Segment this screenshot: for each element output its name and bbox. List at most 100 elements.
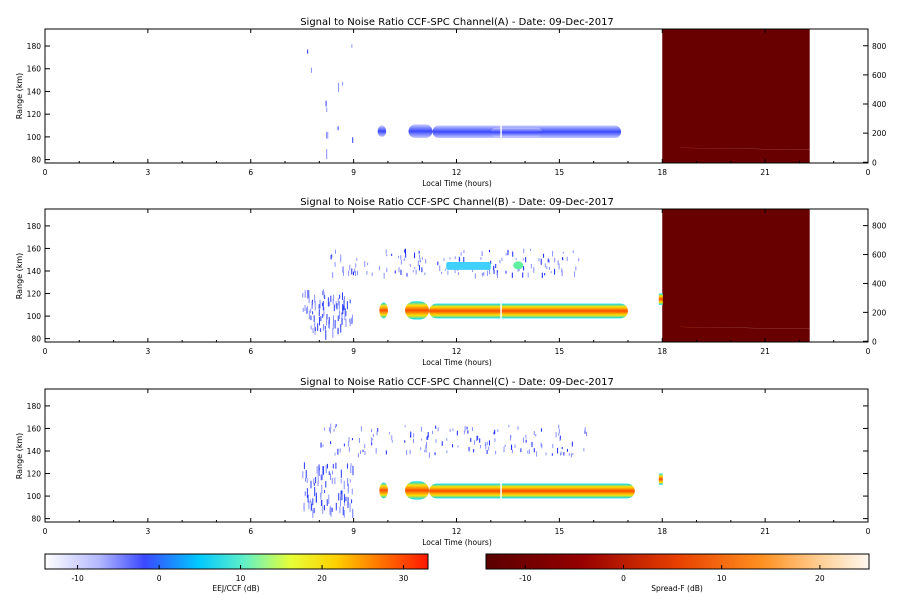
panel-c-upper-echo xyxy=(348,440,350,447)
panel-b-scatter-echo xyxy=(340,324,342,333)
panel-b-scatter-echo xyxy=(310,315,312,321)
panel-b-upper-echo xyxy=(543,253,545,258)
panel-c-scatter-echo xyxy=(330,508,332,517)
panel-b-upper-echo xyxy=(575,266,577,271)
panel-c-scatter-echo xyxy=(341,490,343,495)
panel-a-ytick-label: 160 xyxy=(27,65,42,74)
panel-a-scatter-echo xyxy=(326,149,328,160)
panel-c-upper-echo xyxy=(563,452,565,456)
panel-c-upper-echo xyxy=(435,439,437,443)
panel-c-scatter-echo xyxy=(320,492,322,498)
panel-b-xtick-label: 0 xyxy=(866,347,871,356)
panel-b-upper-echo xyxy=(541,272,543,279)
panel-c-upper-echo xyxy=(493,431,495,435)
panel-b-upper-echo xyxy=(474,273,476,279)
panel-c-scatter-echo xyxy=(343,509,345,518)
panel-b-upper-echo xyxy=(512,251,514,257)
panel-b-scatter-echo xyxy=(318,304,320,309)
panel-b-xtick-label: 0 xyxy=(43,347,48,356)
panel-b-upper-echo xyxy=(378,265,380,271)
panel-b-scatter-echo xyxy=(312,328,314,334)
panel-b-upper-echo xyxy=(331,253,333,259)
panel-b-scatter-echo xyxy=(308,310,310,320)
panel-c-scatter-echo xyxy=(316,466,318,474)
panel-b-upper-echo xyxy=(420,260,422,263)
panel-b-scatter-echo xyxy=(314,322,316,328)
panel-c-upper-echo xyxy=(560,451,562,456)
panel-c-upper-echo xyxy=(328,427,330,432)
panel-c-upper-echo xyxy=(324,427,326,431)
panel-b-upper-echo xyxy=(356,270,358,276)
panel-b-upper-echo xyxy=(400,259,402,265)
panel-c-scatter-echo xyxy=(305,491,307,495)
panel-b-xtick-label: 9 xyxy=(351,347,356,356)
panel-b-upper-echo xyxy=(355,263,357,268)
panel-c-scatter-echo xyxy=(332,463,334,469)
panel-c-upper-echo xyxy=(584,427,586,432)
panel-a-xtick-label: 3 xyxy=(145,168,150,177)
panel-c-upper-echo xyxy=(330,423,332,430)
panel-b-upper-echo xyxy=(444,268,446,271)
panel-c-ytick-label: 100 xyxy=(27,492,42,501)
panel-a-scatter-echo xyxy=(352,137,354,143)
panel-b-upper-echo xyxy=(421,267,423,273)
panel-c-scatter-echo xyxy=(341,490,343,501)
panel-a-rtick-label: 400 xyxy=(872,100,887,109)
panel-b-scatter-echo xyxy=(332,323,334,330)
panel-a-ytick-label: 180 xyxy=(27,42,42,51)
panel-c-ytick-label: 160 xyxy=(27,424,42,433)
panel-b-scatter-echo xyxy=(304,290,306,298)
panel-c-scatter-echo xyxy=(347,497,349,506)
colorbar-tick-label: -10 xyxy=(71,574,83,583)
panel-b-scatter-echo xyxy=(343,300,345,310)
panel-c-late-echo xyxy=(658,473,663,485)
panel-c-upper-echo xyxy=(330,441,332,445)
panel-c-upper-echo xyxy=(343,443,345,447)
panel-b-ytick-label: 160 xyxy=(27,244,42,253)
colorbar-tick-label: 0 xyxy=(621,574,626,583)
panel-c-upper-echo xyxy=(437,427,439,432)
panel-c-upper-echo xyxy=(334,425,336,429)
panel-b-xtick-label: 6 xyxy=(248,347,253,356)
panel-c-scatter-echo xyxy=(349,479,351,483)
panel-c-upper-echo xyxy=(348,447,350,452)
panel-c-scatter-echo xyxy=(307,494,309,503)
panel-b-upper-echo xyxy=(386,267,388,273)
panel-c-ytick-label: 180 xyxy=(27,402,42,411)
panel-b-upper-echo xyxy=(349,264,351,271)
panel-b-scatter-echo xyxy=(334,319,336,329)
panel-b-scatter-echo xyxy=(337,315,339,321)
panel-b-scatter-echo xyxy=(310,308,312,313)
panel-a-scatter-echo xyxy=(351,44,353,48)
panel-a-eej-blob xyxy=(490,127,543,137)
panel-c-upper-echo xyxy=(503,446,505,453)
panel-c-scatter-echo xyxy=(313,507,315,514)
panel-c-upper-echo xyxy=(425,442,427,448)
colorbar-eej-label: EEJ/CCF (dB) xyxy=(212,584,259,593)
panel-c-scatter-echo xyxy=(318,466,320,475)
panel-b-upper-echo xyxy=(557,260,559,265)
panel-b-upper-echo xyxy=(454,268,456,274)
panel-c-scatter-echo xyxy=(329,505,331,515)
panel-b-ytick-label: 140 xyxy=(27,267,42,276)
panel-b-scatter-echo xyxy=(323,289,325,295)
panel-b-upper-echo xyxy=(437,261,439,266)
panel-a-rtick-label: 0 xyxy=(872,158,877,167)
panel-c-scatter-echo xyxy=(346,478,348,487)
panel-c-scatter-echo xyxy=(325,464,327,474)
panel-b-scatter-echo xyxy=(337,297,339,306)
panel-b-scatter-echo xyxy=(349,318,351,323)
panel-c-upper-echo xyxy=(428,452,430,458)
panel-a-rtick-label: 800 xyxy=(872,42,887,51)
panel-b-upper-echo xyxy=(523,248,525,254)
panel-a-xtick-label: 0 xyxy=(43,168,48,177)
panel-c-scatter-echo xyxy=(312,498,314,506)
panel-c-scatter-echo xyxy=(322,505,324,514)
panel-c-upper-echo xyxy=(463,430,465,435)
panel-c-scatter-echo xyxy=(343,480,345,490)
panel-c-xtick-label: 12 xyxy=(452,527,462,536)
panel-b-scatter-echo xyxy=(349,299,351,304)
panel-c-xtick-label: 3 xyxy=(145,527,150,536)
panel-b-upper-echo xyxy=(418,254,420,259)
panel-b-upper-echo xyxy=(562,257,564,261)
